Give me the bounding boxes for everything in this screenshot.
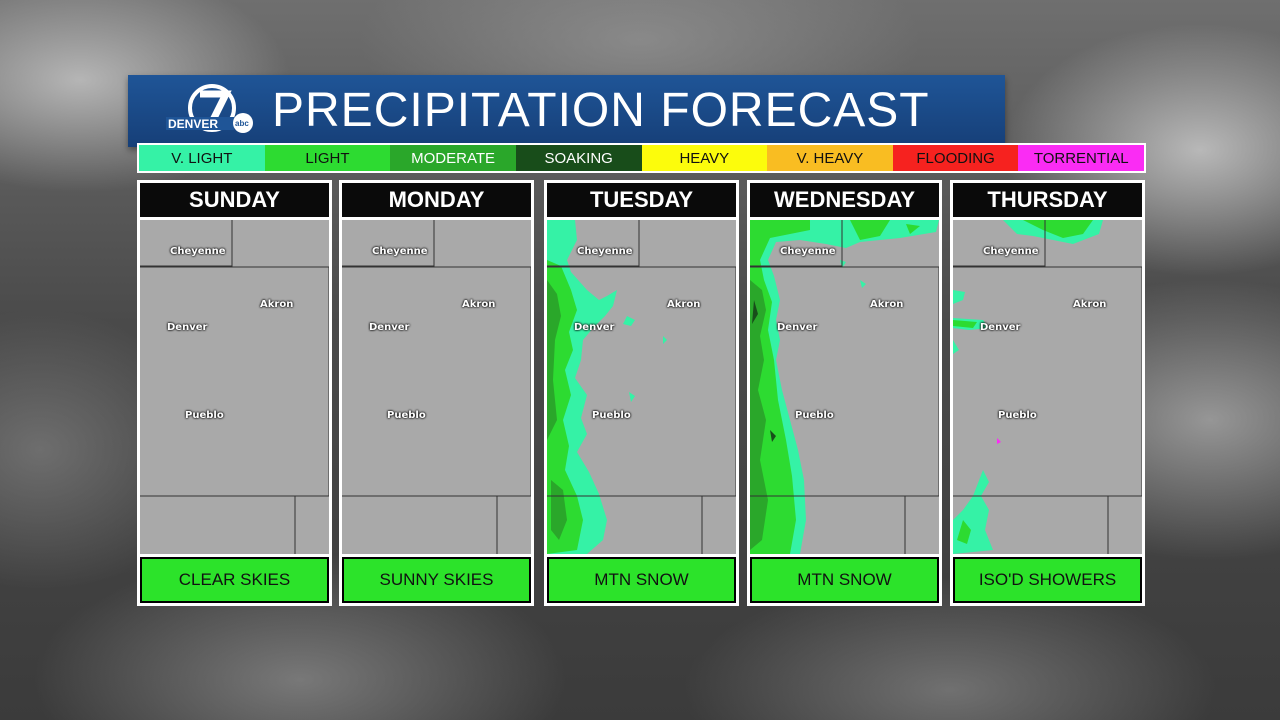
city-denver: Denver <box>369 322 410 333</box>
city-pueblo: Pueblo <box>387 410 426 421</box>
day-panel-thursday: THURSDAY Cheyenne Akron Denver Pueblo IS… <box>950 180 1145 606</box>
legend-item-light: LIGHT <box>264 145 391 171</box>
city-akron: Akron <box>667 299 701 310</box>
city-cheyenne: Cheyenne <box>577 246 633 257</box>
precip-overlay <box>953 220 1142 554</box>
denver7-logo: DENVER abc <box>166 84 253 133</box>
day-panel-monday: MONDAY Cheyenne Akron Denver Pueblo SUNN… <box>339 180 534 606</box>
city-denver: Denver <box>777 322 818 333</box>
logo-text: DENVER <box>168 117 218 131</box>
day-panel-tuesday: TUESDAY Cheyenne Akron Denver Pueblo MTN… <box>544 180 739 606</box>
forecast-map: Cheyenne Akron Denver Pueblo <box>140 220 329 554</box>
condition-label: CLEAR SKIES <box>140 557 329 603</box>
page-title: PRECIPITATION FORECAST <box>272 84 930 137</box>
legend-item-v-light: V. LIGHT <box>139 145 265 171</box>
forecast-map: Cheyenne Akron Denver Pueblo <box>547 220 736 554</box>
condition-label: SUNNY SKIES <box>342 557 531 603</box>
day-panel-sunday: SUNDAY Cheyenne Akron Denver Pueblo CLEA… <box>137 180 332 606</box>
legend-item-flooding: FLOODING <box>892 145 1019 171</box>
map-borders <box>342 220 531 554</box>
day-label: THURSDAY <box>953 183 1142 217</box>
legend-item-heavy: HEAVY <box>641 145 768 171</box>
city-pueblo: Pueblo <box>185 410 224 421</box>
condition-label: MTN SNOW <box>750 557 939 603</box>
forecast-map: Cheyenne Akron Denver Pueblo <box>953 220 1142 554</box>
map-borders <box>140 220 329 554</box>
city-cheyenne: Cheyenne <box>372 246 428 257</box>
city-pueblo: Pueblo <box>592 410 631 421</box>
condition-label: ISO'D SHOWERS <box>953 557 1142 603</box>
city-denver: Denver <box>980 322 1021 333</box>
city-cheyenne: Cheyenne <box>780 246 836 257</box>
legend-item-soaking: SOAKING <box>515 145 642 171</box>
day-panel-wednesday: WEDNESDAY Cheyenne Akron Denver Pueblo M… <box>747 180 942 606</box>
city-pueblo: Pueblo <box>998 410 1037 421</box>
city-pueblo: Pueblo <box>795 410 834 421</box>
condition-label: MTN SNOW <box>547 557 736 603</box>
legend-item-torrential: TORRENTIAL <box>1018 145 1144 171</box>
precip-overlay <box>547 220 736 554</box>
logo-abc: abc <box>235 119 249 128</box>
forecast-map: Cheyenne Akron Denver Pueblo <box>750 220 939 554</box>
city-cheyenne: Cheyenne <box>983 246 1039 257</box>
legend-item-v-heavy: V. HEAVY <box>767 145 893 171</box>
precip-overlay <box>750 220 939 554</box>
city-cheyenne: Cheyenne <box>170 246 226 257</box>
city-denver: Denver <box>167 322 208 333</box>
city-akron: Akron <box>870 299 904 310</box>
city-akron: Akron <box>1073 299 1107 310</box>
title-banner <box>128 75 1005 147</box>
city-denver: Denver <box>574 322 615 333</box>
day-label: MONDAY <box>342 183 531 217</box>
day-label: WEDNESDAY <box>750 183 939 217</box>
legend-item-moderate: MODERATE <box>390 145 516 171</box>
precip-legend: V. LIGHT LIGHT MODERATE SOAKING HEAVY V.… <box>137 143 1146 173</box>
forecast-map: Cheyenne Akron Denver Pueblo <box>342 220 531 554</box>
city-akron: Akron <box>260 299 294 310</box>
day-label: SUNDAY <box>140 183 329 217</box>
city-akron: Akron <box>462 299 496 310</box>
day-label: TUESDAY <box>547 183 736 217</box>
